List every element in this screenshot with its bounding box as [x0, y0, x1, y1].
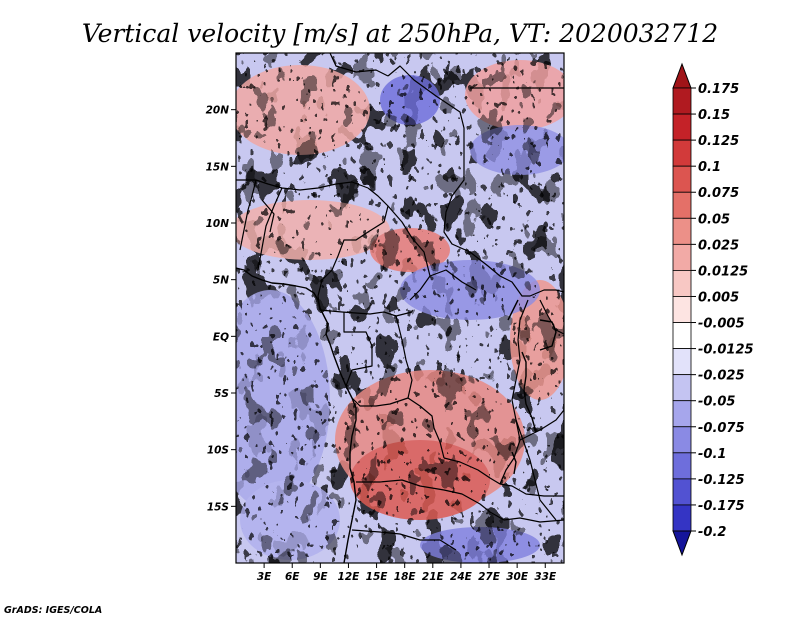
colorbar-label: 0.05 — [698, 212, 730, 227]
lon-tick-label: 24E — [450, 571, 473, 583]
colorbar-segment — [672, 165, 692, 193]
lat-tick-label: EQ — [213, 331, 229, 343]
lon-tick-label: 21E — [422, 571, 445, 583]
colorbar-label: -0.005 — [698, 317, 745, 332]
lat-tick-label: 5S — [214, 388, 229, 400]
lon-tick-label: 12E — [338, 571, 361, 583]
lat-tick-label: 20N — [206, 105, 230, 117]
lon-tick-label: 27E — [478, 571, 501, 583]
colorbar-label: -0.075 — [698, 421, 745, 436]
colorbar-segment — [672, 296, 692, 323]
colorbar-label: 0.125 — [698, 134, 739, 149]
lat-tick-label: 5N — [213, 275, 229, 287]
colorbar-segment — [672, 374, 692, 402]
colorbar-label: -0.05 — [698, 395, 735, 410]
colorbar-label: -0.1 — [698, 447, 726, 462]
lat-tick-label: 15N — [206, 161, 230, 173]
colorbar-segment — [672, 191, 692, 219]
lakes — [507, 299, 557, 475]
lat-tick-label: 10N — [206, 218, 230, 230]
lon-tick-label: 3E — [257, 571, 272, 583]
colorbar: 0.175 0.15 0.125 0.1 0.075 0.05 0.025 0.0125 0.0… — [672, 62, 754, 557]
lon-tick-label: 33E — [534, 571, 557, 583]
colorbar-segment — [672, 504, 692, 532]
lon-tick-label: 30E — [506, 571, 529, 583]
colorbar-segment — [672, 217, 692, 245]
lat-tick-label: 15S — [207, 501, 229, 513]
colorbar-label: 0.075 — [698, 186, 739, 201]
lon-tick-label: 6E — [285, 571, 300, 583]
colorbar-label: -0.025 — [698, 369, 745, 384]
colorbar-label: 0.1 — [698, 160, 721, 175]
colorbar-label: 0.15 — [698, 108, 730, 123]
colorbar-label: 0.175 — [698, 82, 739, 97]
colorbar-top-arrow — [672, 62, 692, 89]
longitude-axis: 3E 6E 9E 12E 15E 18E 21E 24E 27E 30E 33E — [257, 563, 557, 583]
colorbar-label: 0.0125 — [698, 264, 748, 279]
field-blue-cells — [236, 53, 564, 563]
colorbar-label: -0.125 — [698, 473, 745, 488]
colorbar-label: 0.005 — [698, 290, 739, 305]
lon-tick-label: 15E — [366, 571, 389, 583]
country-borders — [236, 53, 564, 551]
chart-title: Vertical velocity [m/s] at 250hPa, VT: 2… — [82, 19, 718, 48]
colorbar-segment — [672, 426, 692, 454]
colorbar-label: -0.175 — [698, 499, 745, 514]
lon-tick-label: 18E — [394, 571, 417, 583]
credit-label: GrADS: IGES/COLA — [4, 605, 102, 616]
colorbar-segment — [672, 139, 692, 167]
lat-tick-label: 10S — [207, 445, 229, 457]
colorbar-segment — [672, 113, 692, 141]
colorbar-segment — [672, 270, 692, 297]
colorbar-segment — [672, 452, 692, 480]
colorbar-segment — [672, 348, 692, 376]
map-frame — [235, 52, 565, 564]
coastline — [236, 267, 357, 563]
lon-tick-label: 9E — [313, 571, 328, 583]
latitude-axis: 20N 15N 10N 5N EQ 5S 10S 15S — [206, 105, 236, 513]
colorbar-label: -0.2 — [698, 525, 726, 540]
colorbar-segment — [672, 243, 692, 271]
colorbar-segment — [672, 87, 692, 115]
colorbar-segment — [672, 400, 692, 428]
colorbar-bottom-arrow — [672, 530, 692, 557]
colorbar-segment — [672, 322, 692, 349]
colorbar-label: 0.025 — [698, 238, 739, 253]
colorbar-label: -0.0125 — [698, 343, 754, 358]
map-panel — [236, 53, 564, 563]
colorbar-segment — [672, 478, 692, 506]
